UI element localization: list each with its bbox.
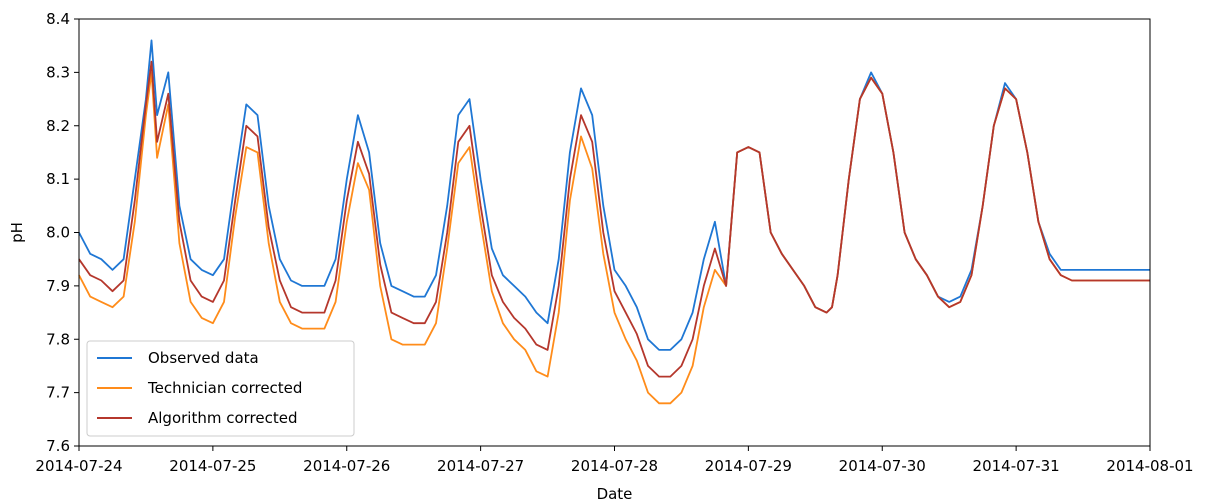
series-line-1 bbox=[78, 39, 1150, 351]
y-axis-label: pH bbox=[8, 222, 26, 243]
legend-label-2: Technician corrected bbox=[147, 379, 302, 397]
y-axis: 7.6 7.7 7.8 7.9 8.0 8.1 8.2 8.3 8.4 bbox=[46, 10, 79, 455]
y-tick-label: 7.6 bbox=[46, 437, 70, 455]
x-axis-label: Date bbox=[597, 485, 633, 503]
legend-label-3: Algorithm corrected bbox=[148, 409, 298, 427]
series-layer bbox=[78, 39, 1150, 405]
series-line-3 bbox=[78, 60, 1150, 378]
x-axis: 2014-07-24 2014-07-25 2014-07-26 2014-07-27… bbox=[35, 446, 1194, 475]
y-tick-label: 8.3 bbox=[46, 63, 70, 81]
x-tick-label: 2014-07-26 bbox=[303, 457, 390, 475]
plot-frame bbox=[78, 18, 1151, 447]
y-tick-label: 7.7 bbox=[46, 384, 70, 402]
x-tick-label: 2014-07-31 bbox=[973, 457, 1060, 475]
legend-label-1: Observed data bbox=[148, 349, 259, 367]
x-tick-label: 2014-07-24 bbox=[35, 457, 122, 475]
y-tick-label: 8.4 bbox=[46, 10, 70, 28]
x-tick-label: 2014-07-29 bbox=[705, 457, 792, 475]
legend: Observed data Technician corrected Algorit… bbox=[86, 340, 355, 437]
x-tick-label: 2014-07-27 bbox=[437, 457, 524, 475]
y-tick-label: 8.2 bbox=[46, 117, 70, 135]
y-tick-label: 8.0 bbox=[46, 224, 70, 242]
y-tick-label: 7.9 bbox=[46, 277, 70, 295]
x-tick-label: 2014-07-25 bbox=[169, 457, 256, 475]
x-tick-label: 2014-08-01 bbox=[1106, 457, 1193, 475]
y-tick-label: 7.8 bbox=[46, 330, 70, 348]
x-tick-label: 2014-07-28 bbox=[571, 457, 658, 475]
y-tick-label: 8.1 bbox=[46, 170, 70, 188]
legend-box bbox=[86, 340, 355, 437]
x-tick-label: 2014-07-30 bbox=[839, 457, 926, 475]
